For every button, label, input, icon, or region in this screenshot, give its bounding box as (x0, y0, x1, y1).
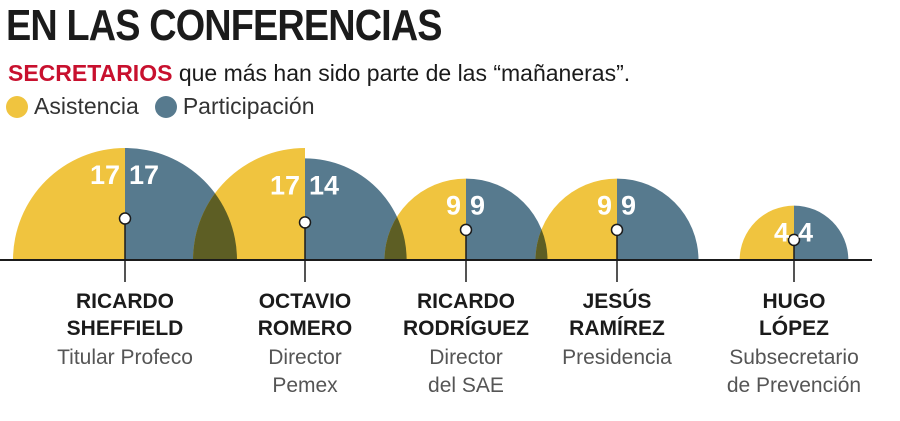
person-role: de Prevención (727, 374, 861, 397)
person-name: ROMERO (258, 317, 353, 340)
person-name: SHEFFIELD (67, 317, 184, 340)
value-label-asistencia: 17 (270, 170, 300, 200)
center-dot (118, 212, 132, 225)
value-label-asistencia: 9 (446, 191, 461, 221)
value-label-asistencia: 17 (90, 160, 120, 190)
person-role: Subsecretario (729, 346, 859, 369)
asistencia-semicircle (739, 205, 794, 260)
page-title: EN LAS CONFERENCIAS (6, 1, 443, 50)
asistencia-semicircle (13, 148, 125, 260)
participacion-semicircle (617, 178, 699, 260)
subtitle-text: que más han sido parte de las “mañaneras… (172, 60, 631, 86)
legend-item-participacion: Participación (154, 93, 315, 119)
value-label-participacion: 14 (309, 170, 339, 200)
center-dot (787, 233, 801, 247)
subtitle-highlight: SECRETARIOS (8, 60, 173, 86)
chart-marks (0, 212, 872, 282)
person-role: Pemex (272, 374, 338, 397)
person-name: LÓPEZ (759, 316, 829, 340)
legend-swatch-participacion (154, 95, 177, 118)
center-dot (459, 223, 473, 237)
legend: Asistencia Participación (6, 95, 331, 118)
value-label-participacion: 17 (129, 160, 159, 190)
person-name: RODRÍGUEZ (403, 317, 529, 340)
person-name: RICARDO (417, 290, 515, 313)
person-name: RICARDO (76, 290, 174, 313)
value-label-participacion: 9 (621, 191, 636, 221)
legend-label-asistencia: Asistencia (34, 93, 139, 119)
person-role: Director (429, 346, 503, 369)
person-role: Presidencia (562, 346, 672, 369)
chart-labels: 17 17 RICARDO SHEFFIELD Titular Profeco 17 14 O… (57, 160, 861, 397)
participacion-semicircle (305, 158, 407, 260)
value-label-participacion: 4 (798, 218, 813, 248)
person-role: del SAE (428, 374, 504, 397)
value-label-participacion: 9 (470, 191, 485, 221)
participacion-semicircle (466, 178, 548, 260)
value-label-asistencia: 9 (597, 191, 612, 221)
legend-item-asistencia: Asistencia (6, 95, 139, 118)
center-dot (298, 216, 312, 229)
legend-swatch-asistencia (6, 95, 28, 118)
participacion-semicircle (794, 205, 849, 260)
legend-label-participacion: Participación (182, 93, 315, 119)
subtitle: SECRETARIOS que más han sido parte de la… (8, 62, 630, 85)
center-dot (610, 223, 624, 237)
asistencia-semicircle (384, 178, 466, 260)
asistencia-semicircle (535, 178, 617, 260)
value-label-asistencia: 4 (774, 218, 789, 248)
person-role: Titular Profeco (57, 346, 193, 369)
person-name: HUGO (763, 290, 826, 313)
person-role: Director (268, 346, 342, 369)
person-name: OCTAVIO (259, 290, 352, 313)
person-name: RAMÍREZ (569, 317, 665, 340)
person-name: JESÚS (583, 289, 652, 313)
